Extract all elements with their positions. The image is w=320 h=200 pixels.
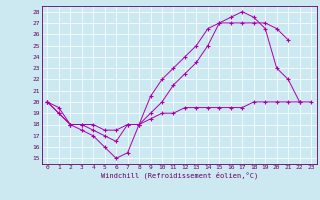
X-axis label: Windchill (Refroidissement éolien,°C): Windchill (Refroidissement éolien,°C) xyxy=(100,172,258,179)
